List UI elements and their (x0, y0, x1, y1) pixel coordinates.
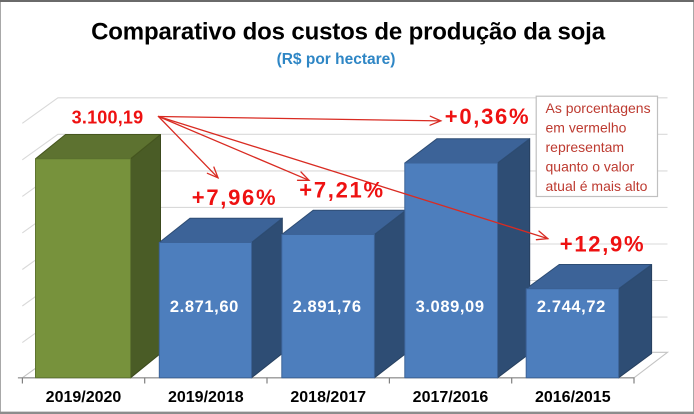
svg-text:As porcentagens: As porcentagens (546, 100, 651, 116)
svg-text:+12,9%: +12,9% (560, 232, 645, 257)
svg-text:Comparativo dos custos de prod: Comparativo dos custos de produção da so… (91, 19, 606, 46)
svg-text:(R$ por hectare): (R$ por hectare) (277, 51, 396, 68)
svg-text:3.100,19: 3.100,19 (72, 108, 144, 128)
svg-text:3.089,09: 3.089,09 (416, 298, 485, 316)
svg-text:quanto o valor: quanto o valor (546, 159, 635, 175)
svg-text:2.891,76: 2.891,76 (293, 298, 362, 316)
svg-text:em vermelho: em vermelho (546, 120, 627, 136)
svg-text:+7,21%: +7,21% (299, 178, 384, 203)
svg-text:representam: representam (546, 139, 625, 155)
svg-text:2016/2015: 2016/2015 (535, 389, 611, 406)
svg-text:2017/2016: 2017/2016 (413, 389, 489, 406)
svg-text:2018/2017: 2018/2017 (290, 389, 366, 406)
svg-text:+0,36%: +0,36% (445, 104, 530, 129)
svg-text:2019/2020: 2019/2020 (46, 389, 122, 406)
svg-text:2.744,72: 2.744,72 (537, 298, 606, 316)
svg-text:2019/2018: 2019/2018 (168, 389, 244, 406)
svg-text:2.871,60: 2.871,60 (170, 298, 239, 316)
svg-text:atual é mais alto: atual é mais alto (546, 178, 648, 194)
svg-text:+7,96%: +7,96% (192, 185, 277, 210)
